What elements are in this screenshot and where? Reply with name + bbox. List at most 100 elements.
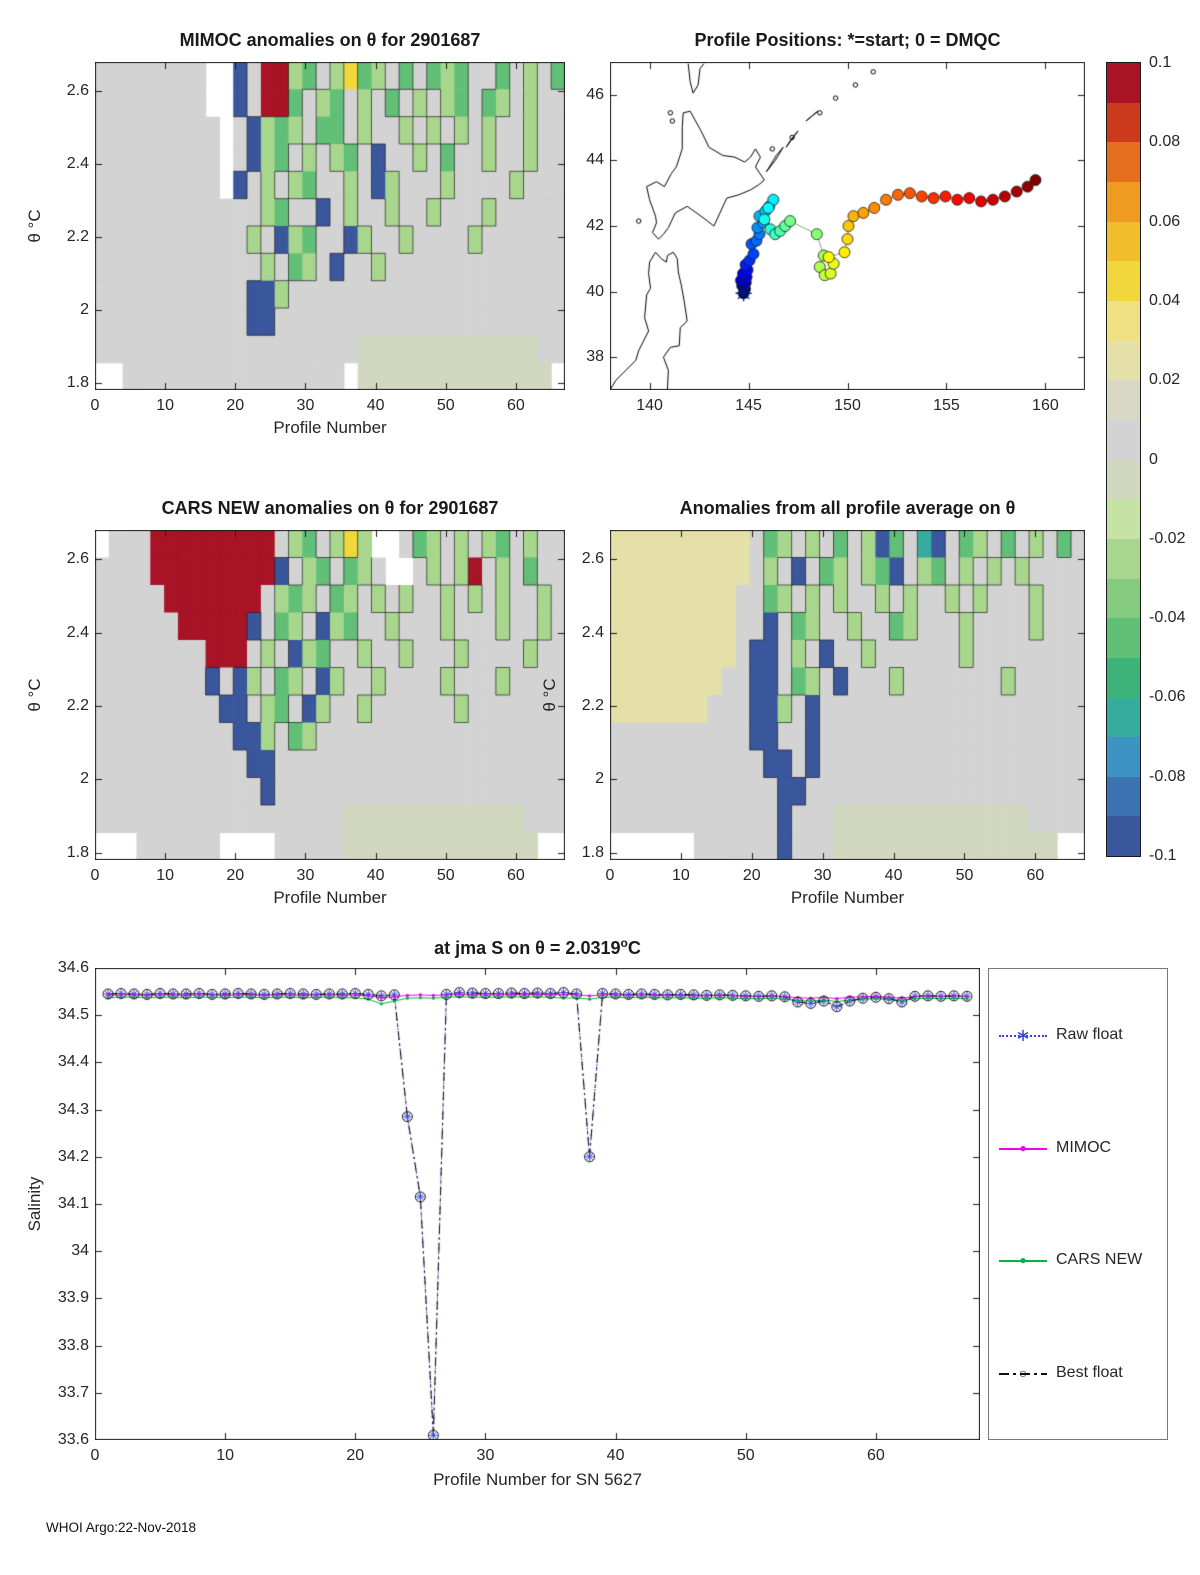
asterisk-marker-icon: ∗ [1015, 1025, 1031, 1046]
y-tick-label: 2 [80, 770, 89, 788]
cars-anomaly-plot: CARS NEW anomalies on θ for 2901687 Prof… [25, 498, 565, 907]
colorbar-band [1107, 657, 1140, 698]
y-tick-label: 2.4 [66, 623, 89, 641]
mimoc-anomaly-plot: MIMOC anomalies on θ for 2901687 Profile… [25, 30, 565, 437]
colorbar-band [1107, 737, 1140, 777]
legend-label-best-float: Best float [1056, 1363, 1123, 1381]
salinity-title-degree: o [620, 936, 628, 950]
colorbar-band [1107, 697, 1140, 738]
y-tick-label: 2.6 [581, 550, 604, 568]
x-tick-label: 20 [226, 397, 245, 414]
y-tick-label: 40 [586, 282, 604, 300]
mimoc-plot-title: MIMOC anomalies on θ for 2901687 [179, 30, 481, 50]
y-tick-label: 2 [80, 300, 89, 318]
y-tick-label: 2.4 [581, 623, 604, 641]
salinity-title-text: at jma S on θ = 2.0319 [434, 938, 621, 958]
y-tick-label: 42 [586, 217, 604, 234]
legend-entry-mimoc: ● MIMOC [989, 1139, 1167, 1157]
x-tick-label: 60 [506, 397, 525, 414]
salinity-plot-title: at jma S on θ = 2.0319oC [434, 936, 641, 959]
x-tick-label: 10 [216, 1447, 235, 1464]
x-tick-label: 0 [90, 1447, 100, 1464]
x-tick-label: 10 [671, 867, 690, 884]
colorbar-tick-label: 0.06 [1149, 212, 1181, 230]
y-tick-label: 34 [71, 1242, 89, 1260]
legend-entry-cars-new: ● CARS NEW [989, 1251, 1167, 1269]
y-tick-label: 34.6 [57, 959, 89, 976]
profile-positions-map: Profile Positions: *=start; 0 = DMQC 140… [586, 30, 1085, 414]
average-heatmap-canvas [610, 530, 1085, 860]
cars-line-sample: ● [999, 1252, 1047, 1268]
map-canvas [610, 62, 1085, 390]
legend-entry-raw-float: ∗ Raw float [989, 1026, 1167, 1044]
colorbar-band [1107, 300, 1140, 341]
x-tick-label: 60 [1026, 867, 1045, 884]
x-tick-label: 30 [296, 867, 315, 884]
salinity-title-unit: C [627, 938, 641, 958]
y-tick-label: 46 [586, 85, 604, 103]
x-tick-label: 10 [156, 397, 175, 414]
y-tick-label: 44 [586, 151, 604, 169]
x-tick-label: 155 [933, 397, 960, 414]
legend-entry-best-float: ○ Best float [989, 1364, 1167, 1382]
colorbar-band [1107, 816, 1140, 857]
colorbar-band [1107, 538, 1140, 579]
dot-marker-icon: ● [1019, 1253, 1027, 1268]
x-tick-label: 50 [436, 397, 455, 414]
x-tick-label: 0 [90, 867, 100, 884]
colorbar-tick-label: -0.06 [1149, 688, 1186, 706]
salinity-line-plot: at jma S on θ = 2.0319oC Profile Number … [25, 936, 980, 1489]
x-tick-label: 50 [955, 867, 974, 884]
x-tick-label: 40 [366, 397, 385, 414]
y-tick-label: 2.2 [66, 227, 89, 245]
y-tick-label: 2.2 [66, 697, 89, 714]
mimoc-line [999, 1147, 1047, 1150]
raw-float-line-sample: ∗ [999, 1025, 1047, 1046]
colorbar-tick-label: -0.08 [1149, 767, 1186, 785]
colorbar-band [1107, 776, 1140, 817]
colorbar-band [1107, 221, 1140, 262]
y-tick-label: 2.2 [581, 697, 604, 714]
x-tick-label: 60 [506, 867, 525, 884]
average-x-axis-label: Profile Number [790, 888, 905, 907]
colorbar-band [1107, 142, 1140, 182]
x-tick-label: 40 [606, 1447, 625, 1464]
salinity-x-axis-label: Profile Number for SN 5627 [433, 1470, 642, 1489]
legend-label-mimoc: MIMOC [1056, 1138, 1112, 1156]
x-tick-label: 50 [736, 1447, 755, 1464]
x-tick-label: 30 [813, 867, 832, 884]
colorbar-gradient [1107, 63, 1140, 857]
legend-box: ∗ Raw float ● MIMOC ● CARS NEW ○ Best fl… [988, 968, 1168, 1440]
legend-label-cars-new: CARS NEW [1056, 1251, 1143, 1269]
x-tick-label: 60 [866, 1447, 885, 1464]
y-tick-label: 34.4 [57, 1053, 89, 1071]
raw-float-line [999, 1035, 1047, 1038]
colorbar-band [1107, 181, 1140, 222]
colorbar-band [1107, 380, 1140, 420]
mimoc-x-axis-label: Profile Number [273, 418, 387, 437]
y-tick-label: 33.6 [57, 1431, 89, 1448]
x-tick-label: 30 [476, 1447, 495, 1464]
x-tick-label: 0 [605, 867, 615, 884]
y-tick-label: 2.6 [66, 550, 89, 568]
colorbar-band [1107, 340, 1140, 381]
salinity-chart-canvas [95, 968, 980, 1440]
colorbar-tick-label: -0.04 [1149, 609, 1186, 627]
best-float-line-sample: ○ [999, 1365, 1047, 1381]
x-tick-label: 50 [436, 867, 455, 884]
colorbar: 0.1 0.08 0.06 0.04 0.02 0 -0.02 -0.04 -0.06 -0.08… [1106, 54, 1185, 864]
y-tick-label: 33.8 [57, 1336, 89, 1354]
y-tick-label: 38 [586, 348, 604, 366]
y-tick-label: 1.8 [581, 843, 604, 861]
y-tick-label: 34.1 [57, 1195, 89, 1212]
x-tick-label: 30 [296, 397, 315, 414]
x-tick-label: 20 [226, 867, 245, 884]
x-tick-label: 145 [735, 397, 762, 414]
y-tick-label: 34.5 [57, 1006, 89, 1024]
x-tick-label: 140 [636, 397, 663, 414]
colorbar-band [1107, 419, 1140, 460]
y-tick-label: 33.9 [57, 1289, 89, 1307]
best-float-line [999, 1372, 1047, 1375]
colorbar-band [1107, 578, 1140, 619]
